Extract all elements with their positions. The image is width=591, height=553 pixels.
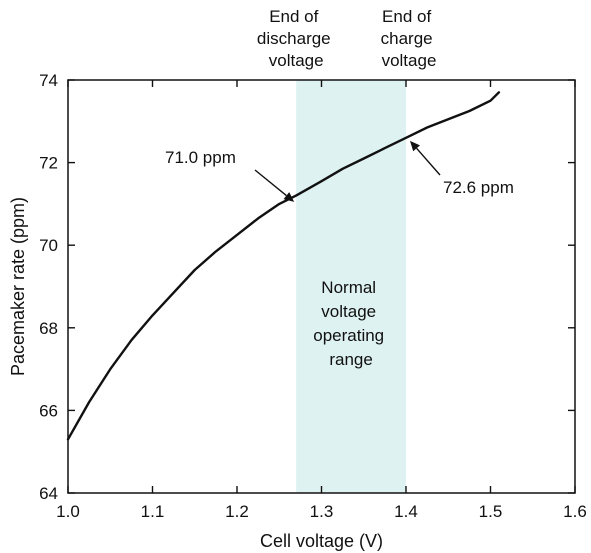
x-tick-label: 1.4 <box>394 502 418 521</box>
charge-label-line: charge <box>381 29 433 48</box>
x-tick-label: 1.3 <box>310 502 334 521</box>
discharge-label-line: End of <box>269 7 318 26</box>
y-tick-label: 70 <box>39 236 58 255</box>
high-point-arrow <box>416 147 441 176</box>
discharge-label-line: voltage <box>269 51 324 70</box>
high-point-label: 72.6 ppm <box>443 178 514 197</box>
band-label-line: voltage <box>321 302 376 321</box>
discharge-label-line: discharge <box>257 29 331 48</box>
x-tick-label: 1.5 <box>479 502 503 521</box>
high-point-arrowhead <box>410 140 420 152</box>
y-tick-label: 64 <box>39 484 58 503</box>
x-axis-title: Cell voltage (V) <box>260 531 383 551</box>
end-of-discharge-label: End of discharge voltage <box>257 7 335 70</box>
y-tick-label: 72 <box>39 154 58 173</box>
low-point-arrow <box>254 169 287 197</box>
x-tick-label: 1.1 <box>141 502 165 521</box>
low-point-arrowhead <box>283 192 295 202</box>
charge-label-line: End of <box>382 7 431 26</box>
x-tick-label: 1.2 <box>225 502 249 521</box>
low-point-label: 71.0 ppm <box>165 148 236 167</box>
band-label-line: range <box>329 350 372 369</box>
band-label: Normal voltage operating range <box>313 278 389 369</box>
rate-curve <box>66 91 501 441</box>
x-tick-label: 1.6 <box>563 502 587 521</box>
operating-range-band <box>296 80 406 493</box>
y-axis-title: Pacemaker rate (ppm) <box>8 197 28 376</box>
end-of-charge-label: End of charge voltage <box>381 7 438 70</box>
axis-ticks: 1.0 1.1 1.2 1.3 1.4 1.5 1.6 64 66 68 70 72 74 <box>39 71 587 521</box>
y-tick-label: 68 <box>39 319 58 338</box>
y-tick-label: 74 <box>39 71 58 90</box>
band-label-line: Normal <box>321 278 376 297</box>
y-tick-label: 66 <box>39 401 58 420</box>
x-tick-label: 1.0 <box>56 502 80 521</box>
charge-label-line: voltage <box>382 51 437 70</box>
band-label-line: operating <box>313 326 384 345</box>
